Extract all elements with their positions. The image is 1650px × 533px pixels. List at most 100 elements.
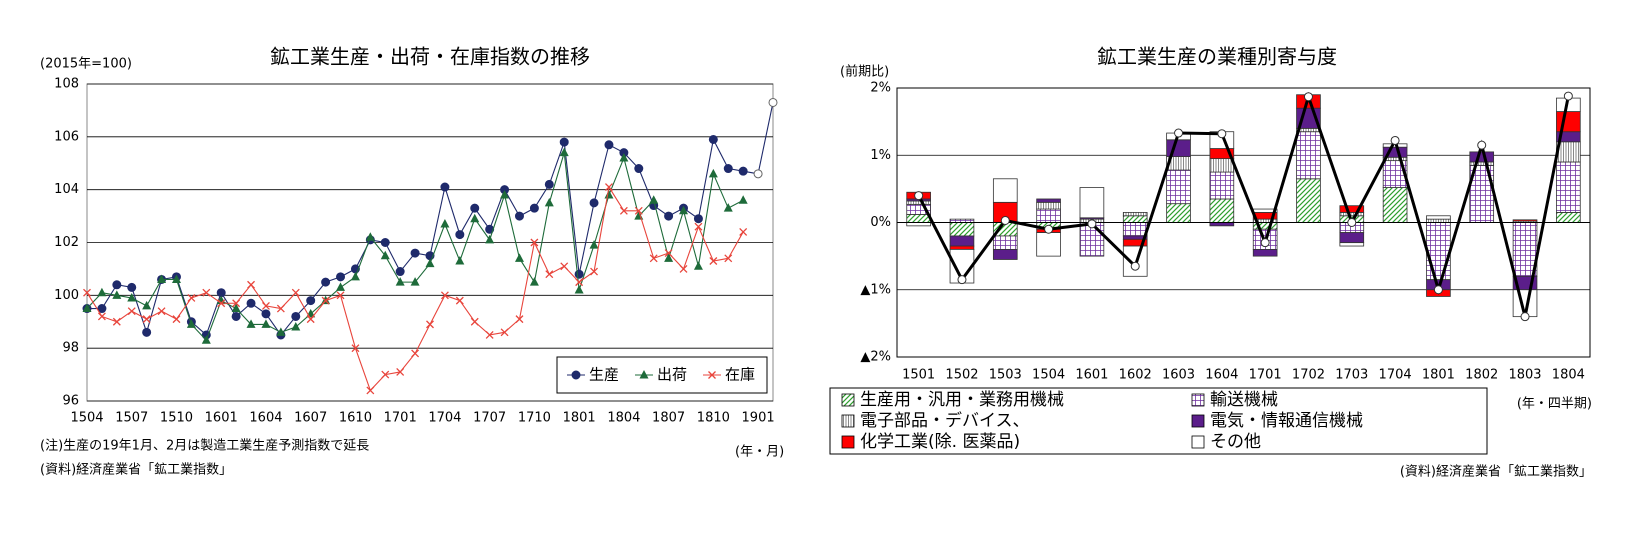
marker — [664, 253, 674, 262]
y-tick-label: 100 — [54, 288, 79, 303]
x-tick-label: 1601 — [1075, 368, 1108, 383]
x-unit-label: (年・四半期) — [1517, 397, 1592, 412]
marker — [440, 291, 449, 300]
y-tick-label: 96 — [62, 394, 79, 409]
marker — [232, 299, 241, 308]
marker — [201, 335, 211, 344]
marker — [306, 296, 316, 306]
legend-label: 輸送機械 — [1210, 390, 1278, 410]
marker — [1260, 238, 1270, 248]
marker — [485, 234, 495, 244]
total-line — [917, 91, 1570, 318]
marker — [381, 370, 390, 379]
bar-segment — [1469, 151, 1495, 163]
marker — [470, 213, 480, 223]
y-tick-label: 102 — [54, 235, 79, 250]
legend-swatch — [1191, 393, 1205, 407]
marker — [157, 274, 167, 283]
note: (資料)経済産業省「鉱工業指数」 — [40, 462, 232, 478]
marker — [545, 270, 554, 279]
bar-segment — [1556, 212, 1581, 223]
y-tick-label: ▲1% — [860, 282, 891, 297]
legend-swatch — [841, 435, 855, 449]
marker — [559, 147, 569, 157]
bar-segment — [1122, 215, 1148, 223]
marker — [1390, 135, 1400, 145]
marker — [619, 206, 628, 215]
marker — [634, 164, 644, 174]
bar-segment — [1469, 161, 1495, 166]
x-tick-label: 1604 — [1205, 368, 1238, 383]
legend-swatch — [1191, 414, 1205, 428]
x-tick-label: 1610 — [339, 411, 372, 426]
marker — [336, 272, 346, 282]
marker — [649, 254, 658, 263]
x-tick-label: 1801 — [563, 411, 596, 426]
marker — [619, 152, 629, 162]
marker — [649, 195, 659, 204]
marker — [1520, 312, 1530, 322]
bar-segment — [949, 218, 975, 223]
marker — [216, 288, 226, 298]
marker — [514, 211, 524, 221]
series-line — [86, 152, 744, 342]
marker — [396, 367, 405, 376]
marker — [127, 282, 137, 292]
marker — [604, 140, 614, 150]
marker — [589, 240, 599, 249]
y-tick-label: 2% — [870, 81, 891, 96]
marker — [723, 203, 733, 212]
x-tick-label: 1810 — [697, 411, 730, 426]
legend-label: 生産用・汎用・業務用機械 — [860, 390, 1064, 410]
bar-segment — [1036, 201, 1061, 210]
marker — [83, 288, 91, 297]
legend-label: 在庫 — [725, 366, 755, 384]
marker — [515, 315, 524, 324]
bar-segment — [992, 248, 1018, 260]
marker — [1044, 224, 1054, 234]
marker — [351, 344, 360, 353]
marker — [529, 277, 539, 286]
chart-title: 鉱工業生産の業種別寄与度 — [1097, 45, 1337, 69]
x-tick-label: 1507 — [115, 411, 148, 426]
marker — [186, 319, 196, 328]
marker — [575, 278, 584, 287]
legend-box — [829, 387, 1488, 455]
marker — [693, 214, 703, 224]
marker — [768, 97, 778, 107]
legend-swatch — [841, 393, 855, 407]
bar-segment — [1512, 219, 1538, 222]
marker — [157, 307, 166, 316]
marker — [276, 327, 286, 336]
marker — [366, 386, 375, 395]
marker — [202, 288, 211, 297]
bar-segment — [1166, 203, 1191, 223]
marker — [380, 238, 390, 247]
marker — [544, 197, 554, 207]
bar-segment — [1556, 161, 1581, 213]
marker — [455, 296, 464, 305]
bar-segment — [1426, 222, 1451, 281]
marker — [112, 280, 122, 290]
marker — [1477, 140, 1487, 150]
marker — [276, 304, 285, 313]
marker — [291, 288, 300, 297]
bar-segment — [1426, 215, 1451, 220]
bar-segment — [1122, 212, 1148, 217]
marker — [410, 277, 420, 286]
marker — [574, 285, 584, 294]
marker — [1347, 218, 1357, 227]
marker — [321, 296, 330, 305]
marker — [753, 169, 763, 179]
bar-segment — [1209, 222, 1235, 227]
marker — [560, 262, 569, 271]
marker — [231, 311, 241, 321]
bar-segment — [1122, 245, 1148, 277]
marker — [679, 264, 688, 273]
legend-label: その他 — [1210, 432, 1261, 452]
x-tick-label: 1804 — [607, 411, 640, 426]
x-tick-label: 1704 — [428, 411, 461, 426]
marker — [470, 317, 479, 326]
x-unit-label: (年・月) — [735, 445, 784, 460]
marker — [306, 315, 315, 324]
